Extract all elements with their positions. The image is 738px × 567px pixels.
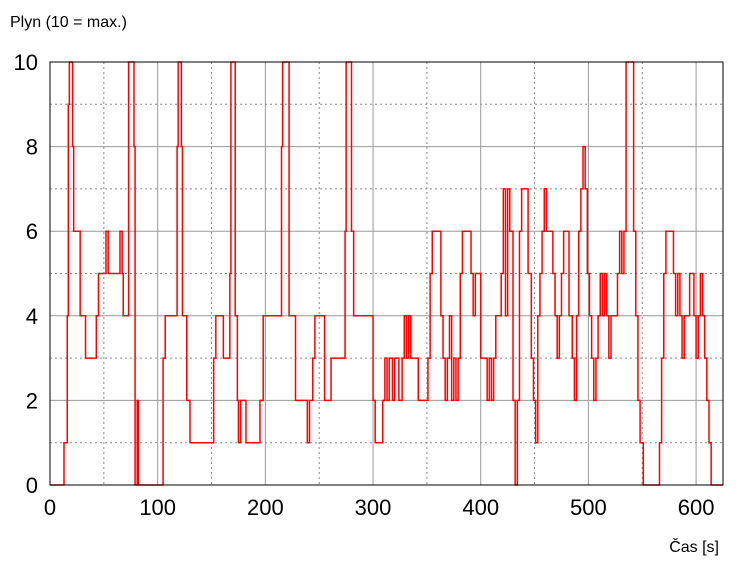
x-tick-label: 200 xyxy=(247,495,284,520)
y-tick-label: 4 xyxy=(26,304,38,329)
x-tick-label: 500 xyxy=(570,495,607,520)
y-tick-label: 10 xyxy=(14,50,38,75)
y-axis-label: Plyn (10 = max.) xyxy=(10,14,127,31)
x-tick-label: 300 xyxy=(355,495,392,520)
plot-frame xyxy=(49,61,724,486)
x-tick-label: 400 xyxy=(462,495,499,520)
x-tick-label: 600 xyxy=(678,495,715,520)
y-tick-label: 6 xyxy=(26,219,38,244)
tick-labels: 0 100 200 300 400 500 600 0 2 4 6 8 10 xyxy=(14,50,715,520)
x-axis-label: Čas [s] xyxy=(669,537,719,556)
y-tick-label: 8 xyxy=(26,135,38,160)
series-line xyxy=(50,61,723,486)
grid xyxy=(50,62,723,485)
y-tick-label: 2 xyxy=(26,388,38,413)
y-tick-label: 0 xyxy=(26,473,38,498)
x-tick-label: 0 xyxy=(44,495,56,520)
x-tick-label: 100 xyxy=(139,495,176,520)
